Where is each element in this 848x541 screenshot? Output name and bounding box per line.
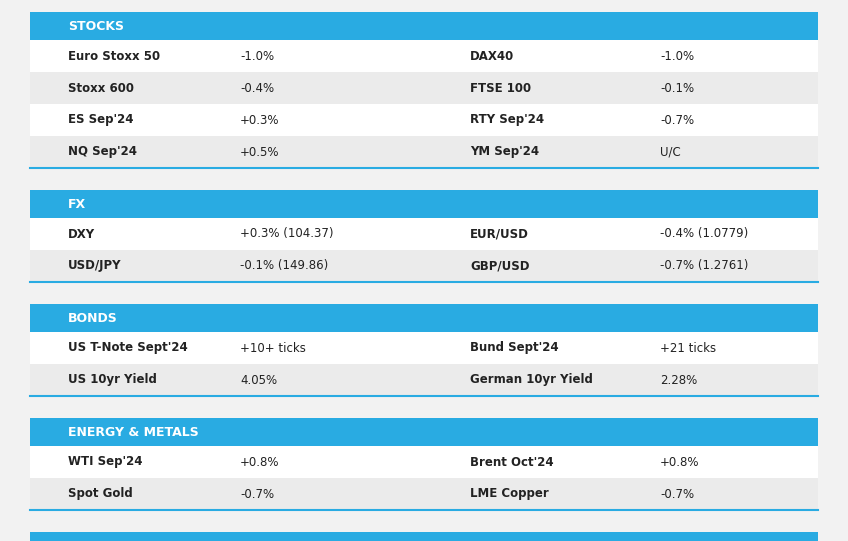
Bar	[30, 190, 818, 218]
Text: -0.4% (1.0779): -0.4% (1.0779)	[660, 228, 748, 241]
Text: ES Sep'24: ES Sep'24	[68, 114, 133, 127]
Text: US T-Note Sept'24: US T-Note Sept'24	[68, 341, 187, 354]
Bar	[30, 478, 818, 510]
Bar	[30, 104, 818, 136]
Text: 4.05%: 4.05%	[240, 373, 277, 386]
Text: -0.1% (149.86): -0.1% (149.86)	[240, 260, 328, 273]
Bar	[30, 250, 818, 282]
Text: -0.7%: -0.7%	[240, 487, 274, 500]
Text: GBP/USD: GBP/USD	[470, 260, 529, 273]
Text: +0.3%: +0.3%	[240, 114, 280, 127]
Text: Euro Stoxx 50: Euro Stoxx 50	[68, 49, 160, 63]
Text: -0.1%: -0.1%	[660, 82, 695, 95]
Text: Brent Oct'24: Brent Oct'24	[470, 456, 554, 469]
Text: Bund Sept'24: Bund Sept'24	[470, 341, 559, 354]
Text: German 10yr Yield: German 10yr Yield	[470, 373, 593, 386]
Text: STOCKS: STOCKS	[68, 19, 124, 32]
Text: US 10yr Yield: US 10yr Yield	[68, 373, 157, 386]
Text: CRYPTO: CRYPTO	[68, 539, 124, 541]
Text: USD/JPY: USD/JPY	[68, 260, 121, 273]
Bar	[30, 332, 818, 364]
Text: +10+ ticks: +10+ ticks	[240, 341, 306, 354]
Text: -0.4%: -0.4%	[240, 82, 274, 95]
Bar	[30, 304, 818, 332]
Text: -0.7%: -0.7%	[660, 487, 695, 500]
Text: DAX40: DAX40	[470, 49, 514, 63]
Bar	[30, 418, 818, 446]
Text: -1.0%: -1.0%	[660, 49, 695, 63]
Text: +0.3% (104.37): +0.3% (104.37)	[240, 228, 333, 241]
Text: -0.7% (1.2761): -0.7% (1.2761)	[660, 260, 749, 273]
Text: U/C: U/C	[660, 146, 681, 159]
Text: DXY: DXY	[68, 228, 95, 241]
Bar	[30, 364, 818, 396]
Text: LME Copper: LME Copper	[470, 487, 549, 500]
Bar	[30, 532, 818, 541]
Text: ENERGY & METALS: ENERGY & METALS	[68, 426, 198, 439]
Text: FTSE 100: FTSE 100	[470, 82, 531, 95]
Text: WTI Sep'24: WTI Sep'24	[68, 456, 142, 469]
Text: +21 ticks: +21 ticks	[660, 341, 716, 354]
Text: 2.28%: 2.28%	[660, 373, 697, 386]
Text: FX: FX	[68, 197, 86, 210]
Text: -0.7%: -0.7%	[660, 114, 695, 127]
Text: +0.5%: +0.5%	[240, 146, 280, 159]
Text: NQ Sep'24: NQ Sep'24	[68, 146, 137, 159]
Text: YM Sep'24: YM Sep'24	[470, 146, 539, 159]
Text: Stoxx 600: Stoxx 600	[68, 82, 134, 95]
Text: Spot Gold: Spot Gold	[68, 487, 133, 500]
Text: +0.8%: +0.8%	[660, 456, 700, 469]
Text: EUR/USD: EUR/USD	[470, 228, 529, 241]
Bar	[30, 72, 818, 104]
Bar	[30, 446, 818, 478]
Bar	[30, 40, 818, 72]
Bar	[30, 136, 818, 168]
Bar	[30, 12, 818, 40]
Text: BONDS: BONDS	[68, 312, 118, 325]
Bar	[30, 218, 818, 250]
Text: RTY Sep'24: RTY Sep'24	[470, 114, 544, 127]
Text: +0.8%: +0.8%	[240, 456, 280, 469]
Text: -1.0%: -1.0%	[240, 49, 274, 63]
